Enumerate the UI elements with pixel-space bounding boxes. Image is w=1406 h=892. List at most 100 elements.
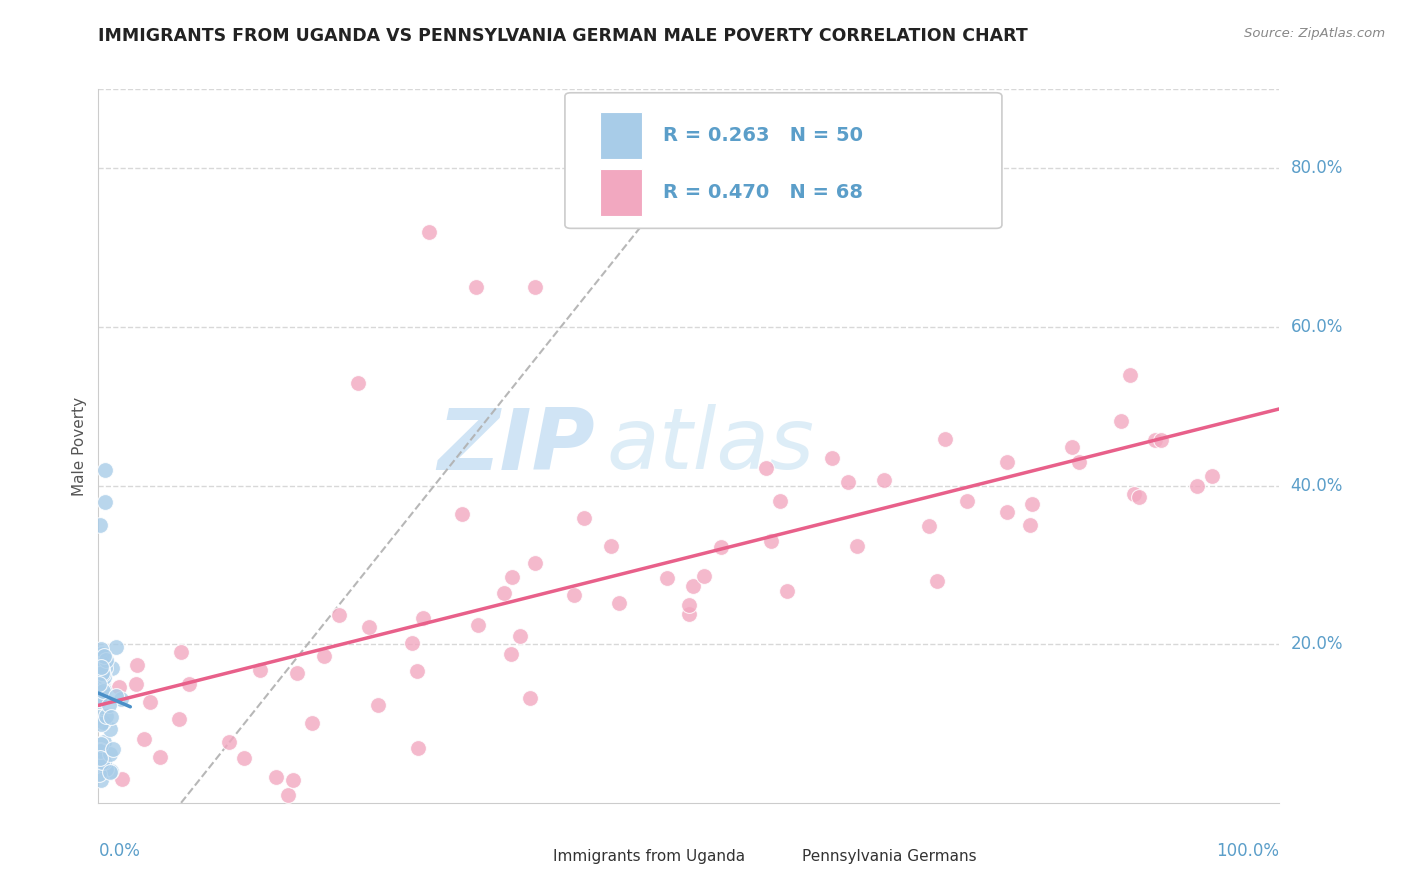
Point [492,586,515,600]
Point [89,518,111,533]
Point [89,744,111,758]
Point [96,708,118,723]
Point [90,756,112,770]
Point [1018,517,1040,532]
Point [821,451,844,466]
Point [401,635,423,649]
Point [927,574,949,589]
Point [328,607,350,622]
Text: 40.0%: 40.0% [1291,476,1343,495]
Point [91,684,114,698]
Point [90,716,112,731]
Point [93,755,115,769]
Text: Immigrants from Uganda: Immigrants from Uganda [553,849,745,863]
Point [90,659,112,673]
Point [218,735,240,749]
Point [761,533,783,548]
Point [105,690,128,704]
Text: 100.0%: 100.0% [1216,842,1279,860]
Point [149,749,172,764]
Point [873,473,896,487]
Point [412,611,434,625]
Point [98,747,121,761]
Point [524,280,547,294]
Point [995,505,1018,519]
Point [1201,468,1223,483]
Point [100,764,122,779]
Point [845,539,868,553]
Point [87,692,110,706]
Text: 0.0%: 0.0% [98,842,141,860]
Point [89,751,111,765]
Point [167,712,190,726]
Point [91,676,114,690]
Point [693,569,716,583]
Point [1060,440,1083,454]
Point [91,665,114,680]
Point [682,578,704,592]
Point [100,709,122,723]
Text: atlas: atlas [606,404,814,488]
Point [101,660,124,674]
Y-axis label: Male Poverty: Male Poverty [72,396,87,496]
Point [94,762,117,776]
Point [108,680,131,694]
Point [451,507,474,521]
Point [709,540,731,554]
Point [170,645,193,659]
Point [285,665,308,680]
Point [347,376,370,390]
Point [87,693,110,707]
Point [93,714,115,729]
Text: Source: ZipAtlas.com: Source: ZipAtlas.com [1244,27,1385,40]
Point [93,661,115,675]
Point [367,698,389,712]
Point [90,737,112,751]
Point [509,629,531,643]
Text: 60.0%: 60.0% [1291,318,1343,336]
Point [179,676,201,690]
Text: IMMIGRANTS FROM UGANDA VS PENNSYLVANIA GERMAN MALE POVERTY CORRELATION CHART: IMMIGRANTS FROM UGANDA VS PENNSYLVANIA G… [98,27,1028,45]
Point [104,640,127,654]
Point [110,691,132,706]
Point [264,770,287,784]
Point [1143,433,1166,447]
Point [837,475,859,489]
Point [1185,478,1208,492]
FancyBboxPatch shape [565,93,1002,228]
Point [91,663,114,677]
Point [90,656,112,670]
Bar [600,169,641,216]
Point [467,617,489,632]
Point [519,691,541,706]
Point [769,494,792,508]
Point [934,432,956,446]
Point [956,494,979,508]
Point [87,677,110,691]
Bar [759,840,793,872]
Point [564,588,586,602]
Point [233,751,256,765]
Point [91,661,114,675]
Point [406,664,429,678]
Point [678,607,700,621]
Point [501,569,523,583]
Point [100,764,122,778]
Point [609,596,631,610]
Point [132,732,155,747]
Point [995,455,1018,469]
Point [98,722,121,736]
Point [111,772,134,786]
Point [94,494,117,508]
Point [101,741,124,756]
Point [1119,368,1142,383]
Point [499,647,522,661]
Point [125,657,148,672]
Bar [600,112,641,159]
Point [89,658,111,673]
Bar [512,840,546,872]
Point [90,641,112,656]
Point [301,715,323,730]
Point [89,743,111,757]
Point [1123,486,1146,500]
